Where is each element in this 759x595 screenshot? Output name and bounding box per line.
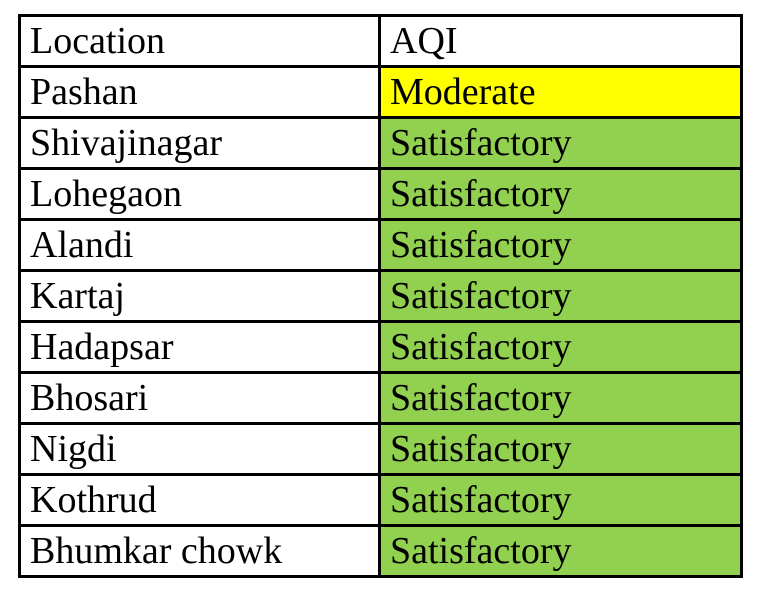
location-cell: Bhumkar chowk xyxy=(18,524,381,578)
aqi-table: Location AQI Pashan Moderate Shivajinaga… xyxy=(18,14,743,578)
table-row: Lohegaon Satisfactory xyxy=(18,167,743,221)
location-cell: Pashan xyxy=(18,65,381,119)
table-row: Kothrud Satisfactory xyxy=(18,473,743,527)
aqi-status-cell: Moderate xyxy=(378,65,743,119)
aqi-status-cell: Satisfactory xyxy=(378,116,743,170)
aqi-status-cell: Satisfactory xyxy=(378,167,743,221)
header-cell-location: Location xyxy=(18,14,381,68)
aqi-status-cell: Satisfactory xyxy=(378,269,743,323)
location-cell: Bhosari xyxy=(18,371,381,425)
location-cell: Lohegaon xyxy=(18,167,381,221)
header-row: Location AQI xyxy=(18,14,743,68)
aqi-status-cell: Satisfactory xyxy=(378,524,743,578)
table-row: Bhumkar chowk Satisfactory xyxy=(18,524,743,578)
table-row: Alandi Satisfactory xyxy=(18,218,743,272)
table-row: Nigdi Satisfactory xyxy=(18,422,743,476)
location-cell: Kartaj xyxy=(18,269,381,323)
aqi-status-cell: Satisfactory xyxy=(378,473,743,527)
aqi-status-cell: Satisfactory xyxy=(378,422,743,476)
table-row: Shivajinagar Satisfactory xyxy=(18,116,743,170)
aqi-status-cell: Satisfactory xyxy=(378,218,743,272)
table-row: Pashan Moderate xyxy=(18,65,743,119)
table-row: Hadapsar Satisfactory xyxy=(18,320,743,374)
table-row: Bhosari Satisfactory xyxy=(18,371,743,425)
location-cell: Shivajinagar xyxy=(18,116,381,170)
table-row: Kartaj Satisfactory xyxy=(18,269,743,323)
location-cell: Kothrud xyxy=(18,473,381,527)
location-cell: Hadapsar xyxy=(18,320,381,374)
header-cell-aqi: AQI xyxy=(378,14,743,68)
location-cell: Alandi xyxy=(18,218,381,272)
aqi-table-container: Location AQI Pashan Moderate Shivajinaga… xyxy=(18,14,743,578)
aqi-status-cell: Satisfactory xyxy=(378,371,743,425)
aqi-status-cell: Satisfactory xyxy=(378,320,743,374)
location-cell: Nigdi xyxy=(18,422,381,476)
